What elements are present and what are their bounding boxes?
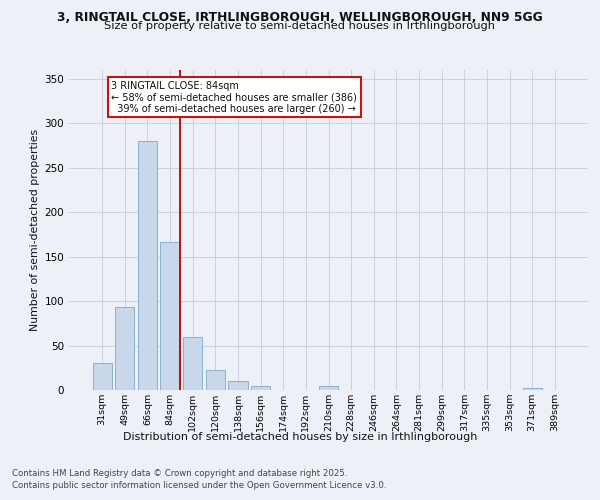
Bar <box>523 388 542 390</box>
Bar <box>319 386 338 390</box>
Bar <box>183 336 202 390</box>
Bar <box>206 370 225 390</box>
Text: Distribution of semi-detached houses by size in Irthlingborough: Distribution of semi-detached houses by … <box>123 432 477 442</box>
Text: Contains HM Land Registry data © Crown copyright and database right 2025.: Contains HM Land Registry data © Crown c… <box>12 469 347 478</box>
Text: 3, RINGTAIL CLOSE, IRTHLINGBOROUGH, WELLINGBOROUGH, NN9 5GG: 3, RINGTAIL CLOSE, IRTHLINGBOROUGH, WELL… <box>57 11 543 24</box>
Text: Size of property relative to semi-detached houses in Irthlingborough: Size of property relative to semi-detach… <box>104 21 496 31</box>
Bar <box>115 308 134 390</box>
Bar <box>138 141 157 390</box>
Text: Contains public sector information licensed under the Open Government Licence v3: Contains public sector information licen… <box>12 481 386 490</box>
Bar <box>229 381 248 390</box>
Y-axis label: Number of semi-detached properties: Number of semi-detached properties <box>30 129 40 331</box>
Text: 3 RINGTAIL CLOSE: 84sqm
← 58% of semi-detached houses are smaller (386)
  39% of: 3 RINGTAIL CLOSE: 84sqm ← 58% of semi-de… <box>111 80 357 114</box>
Bar <box>251 386 270 390</box>
Bar <box>160 242 180 390</box>
Bar <box>92 364 112 390</box>
